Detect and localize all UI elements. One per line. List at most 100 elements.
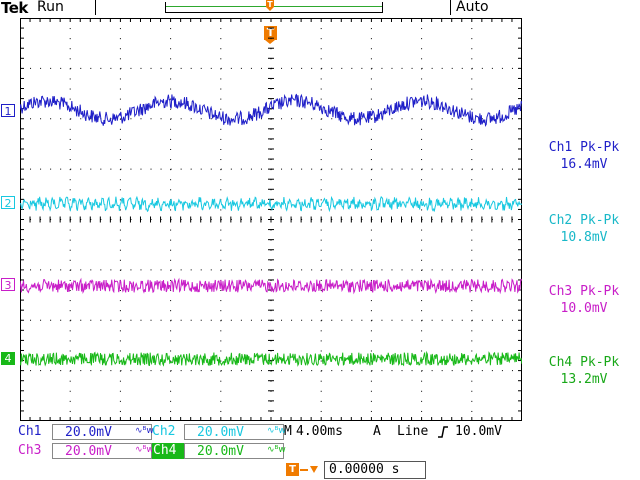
grid-dot [220,350,222,352]
grid-dot [110,118,112,120]
grid-dot [441,370,443,372]
grid-dot [370,330,372,332]
grid-dot [30,319,32,321]
grid-dot [69,370,71,372]
grid-dot [30,67,32,69]
measurement-value: 10.0mV [560,301,608,316]
grid-dot [421,269,423,271]
grid-dot [170,98,172,100]
ch4-ground-marker[interactable]: 4 [1,352,15,365]
grid-dot [69,340,71,342]
grid-dot [421,189,423,191]
grid-dot [69,279,71,281]
grid-dot [461,67,463,69]
grid-dot [160,370,162,372]
grid-dot [370,189,372,191]
grid-dot [260,118,262,120]
divider [450,0,451,15]
grid-dot [461,269,463,271]
grid-dot [110,319,112,321]
grid-dot [170,118,172,120]
grid-dot [170,209,172,211]
grid-dot [180,370,182,372]
grid-dot [220,138,222,140]
grid-dot [401,118,403,120]
grid-dot [421,48,423,50]
ch4-scale: 20.0mV [197,444,244,459]
grid-dot [370,148,372,150]
grid-dot [119,380,121,382]
grid-dot [421,78,423,80]
ch1-scale: 20.0mV [65,425,112,440]
grid-dot [370,159,372,161]
grid-dot [311,67,313,69]
ch3-scale-label: Ch3 [18,443,42,458]
grid-dot [69,68,71,70]
grid-dot [361,269,363,271]
ch3-ground-marker[interactable]: 3 [1,278,15,292]
grid-dot [69,330,71,332]
grid-dot [451,168,453,170]
grid-dot [421,38,423,40]
grid-dot [441,269,443,271]
grid-dot [220,159,222,161]
grid-dot [100,168,102,170]
ch1-ground-marker[interactable]: 1 [1,104,15,118]
trigger-time-readout[interactable]: 0.00000 s [324,461,426,479]
grid-dot [421,380,423,382]
grid-dot [361,168,363,170]
grid-dot [69,189,71,191]
grid-dot [351,370,353,372]
grid-dot [220,108,222,110]
ch2-ground-marker[interactable]: 2 [1,196,15,210]
grid-dot [370,290,372,292]
grid-dot [90,118,92,120]
grid-dot [370,300,372,302]
grid-dot [260,370,262,372]
timebase-value[interactable]: 4.00ms [296,424,343,439]
grid-dot [391,118,393,120]
ch3-scale-box[interactable]: 20.0mV ∿ᴮw [52,443,154,459]
grid-dot [69,390,71,392]
grid-dot [210,67,212,69]
grid-dot [361,118,363,120]
grid-dot [200,370,202,372]
grid-dot [471,88,473,90]
grid-dot [140,370,142,372]
trigger-source[interactable]: Line [397,424,429,439]
grid-dot [371,168,373,170]
grid-dot [40,219,42,220]
grid-dot [421,400,423,402]
grid-dot [170,108,172,110]
grid-dot [320,138,322,140]
grid-dot [320,189,322,191]
grid-dot [401,67,403,69]
grid-dot [240,168,242,170]
grid-dot [119,38,121,40]
grid-dot [60,118,62,120]
grid-dot [119,290,121,292]
ch1-scale-box[interactable]: 20.0mV ∿ᴮw [52,424,154,440]
grid-dot [150,118,152,120]
traces [20,93,522,367]
grid-dot [481,168,483,170]
readout-panel: Ch1 20.0mV ∿ᴮw Ch2 20.0mV ∿ᴮw M 4.00ms A… [0,421,640,480]
ch2-scale-box[interactable]: 20.0mV ∿ᴮw [184,424,286,440]
grid-dot [370,310,372,312]
grid-dot [69,148,71,150]
trigger-level[interactable]: 10.0mV [455,424,502,439]
waveform-display[interactable] [20,18,522,421]
grid-dot [70,67,72,69]
trigger-arrow-icon [265,40,275,44]
grid-dot [491,370,493,372]
grid-dot [50,118,52,120]
ch4-scale-label: Ch4 [152,443,185,459]
grid-dot [471,400,473,402]
grid-dot [371,269,373,271]
grid-dot [291,118,293,120]
ch4-scale-box[interactable]: 20.0mV ∿ᴮw [184,443,286,459]
grid-dot [331,168,333,170]
grid-dot [471,249,473,251]
grid-dot [90,168,92,170]
grid-dot [69,410,71,412]
